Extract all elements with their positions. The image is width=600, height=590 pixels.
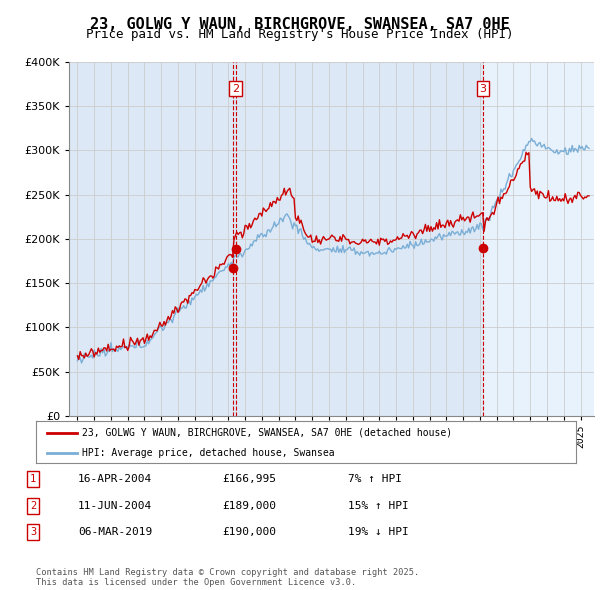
Text: 23, GOLWG Y WAUN, BIRCHGROVE, SWANSEA, SA7 0HE: 23, GOLWG Y WAUN, BIRCHGROVE, SWANSEA, S…	[90, 17, 510, 31]
Text: 2: 2	[30, 501, 36, 510]
Text: £166,995: £166,995	[222, 474, 276, 484]
Text: 3: 3	[30, 527, 36, 537]
Text: £189,000: £189,000	[222, 501, 276, 510]
Text: 16-APR-2004: 16-APR-2004	[78, 474, 152, 484]
Bar	[483, 62, 594, 416]
Text: 3: 3	[479, 84, 486, 93]
Text: Contains HM Land Registry data © Crown copyright and database right 2025.
This d: Contains HM Land Registry data © Crown c…	[36, 568, 419, 587]
Text: 15% ↑ HPI: 15% ↑ HPI	[348, 501, 409, 510]
Text: Price paid vs. HM Land Registry's House Price Index (HPI): Price paid vs. HM Land Registry's House …	[86, 28, 514, 41]
Text: 2: 2	[232, 84, 239, 93]
Text: 1: 1	[30, 474, 36, 484]
Text: 06-MAR-2019: 06-MAR-2019	[78, 527, 152, 537]
Text: HPI: Average price, detached house, Swansea: HPI: Average price, detached house, Swan…	[82, 448, 335, 457]
Text: 11-JUN-2004: 11-JUN-2004	[78, 501, 152, 510]
Text: 23, GOLWG Y WAUN, BIRCHGROVE, SWANSEA, SA7 0HE (detached house): 23, GOLWG Y WAUN, BIRCHGROVE, SWANSEA, S…	[82, 428, 452, 438]
Text: 19% ↓ HPI: 19% ↓ HPI	[348, 527, 409, 537]
Text: 7% ↑ HPI: 7% ↑ HPI	[348, 474, 402, 484]
Text: £190,000: £190,000	[222, 527, 276, 537]
